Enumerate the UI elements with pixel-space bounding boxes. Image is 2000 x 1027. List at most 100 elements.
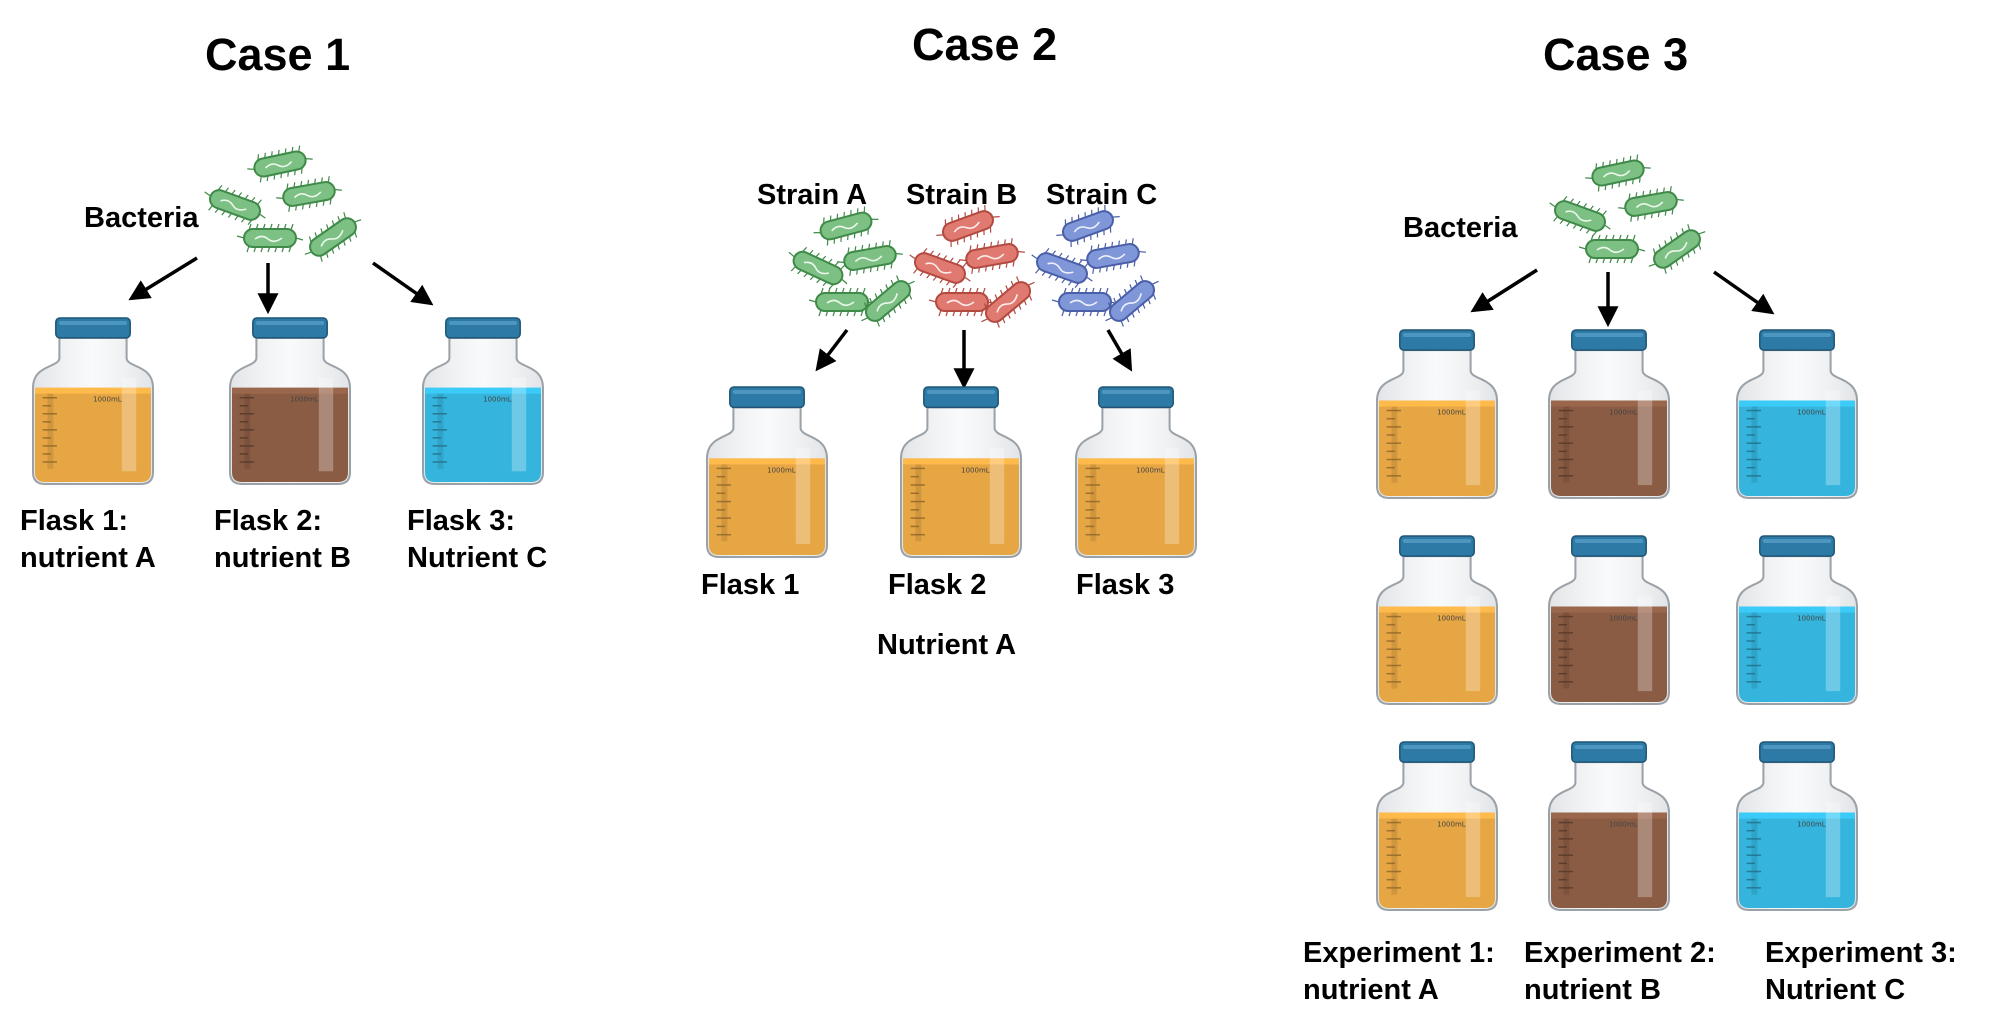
case2-strain1-bacterium-1-body	[819, 211, 873, 241]
case2-strain2-bacterium-1-pilus	[992, 215, 1000, 218]
case1-flask-3-shadow-strip	[437, 393, 444, 469]
case1-flask2-label: Flask 2: nutrient B	[214, 503, 351, 577]
case1-flask-3-liquid-surface	[425, 387, 541, 394]
case3-title: Case 3	[1543, 29, 1689, 80]
case3-exp3-rep3-flask-highlight	[1825, 802, 1841, 898]
case2-strain3-bacterium-3-pilus	[1080, 259, 1088, 262]
case2-flask-3-graduations	[1085, 467, 1100, 536]
case3-exp3-rep2-flask-liquid	[1739, 606, 1855, 702]
case2-strain3-bacterium-4-dna	[1069, 299, 1098, 307]
case1-flask-1-liquid	[35, 387, 151, 482]
case1-flask1-line2: nutrient A	[20, 541, 156, 574]
case1-flask-1-cap	[55, 317, 131, 339]
case2-strain3-bacterium-4	[1051, 287, 1119, 317]
case3-bacterium-2-body	[1554, 200, 1606, 232]
flasks-layer: 1000mL 1000mL 1000mL 1000mL 1000mL 1000mL 1000…	[32, 317, 1858, 911]
case3-bacterium-4-body	[1585, 239, 1639, 259]
case2-flask-2-highlight	[989, 448, 1005, 544]
case1-flask-1-cap-shine	[58, 321, 128, 325]
case2-strain3-bacterium-4-body	[1058, 292, 1112, 312]
case3-exp2-rep3-flask-liquid-surface	[1551, 812, 1667, 819]
case2-strain3-bacterium-2-body	[1036, 252, 1088, 284]
case3-arrow-3	[1712, 270, 1775, 315]
case2-strain2-bacterium-3-pilus	[959, 259, 967, 262]
case3-exp3-rep3-flask-cap-shine	[1762, 745, 1832, 749]
case3-exp1-rep3-flask-liquid-surface	[1379, 812, 1495, 819]
case1-flask-3-cap	[445, 317, 521, 339]
case3-exp2-rep3-flask: 1000mL	[1548, 741, 1670, 911]
case3-exp2-rep2-flask-cap-shine	[1574, 539, 1644, 543]
case1-flask-3-volume-text: 1000mL	[483, 396, 512, 404]
case2-strain3-bacterium-2-dna	[1047, 262, 1074, 274]
case1-flask-1-volume-text: 1000mL	[93, 396, 122, 404]
case2-strain3-bacterium-1-dna	[1073, 221, 1100, 233]
case2-flask-1-shadow-strip	[721, 464, 728, 542]
case2-flask-1-volume-text: 1000mL	[767, 466, 796, 474]
case2-strain3-bacterium-1	[1056, 204, 1120, 248]
case2-strain2-bacterium-2-dna	[925, 262, 952, 274]
case2-flask-1-highlight	[795, 448, 811, 544]
case2-strain3-bacterium-3	[1080, 238, 1146, 274]
case2-strain1-bacterium-5	[861, 275, 915, 327]
case1-flask-2: 1000mL	[229, 317, 351, 485]
case3-experiment2-label: Experiment 2: nutrient B	[1524, 935, 1716, 1009]
case3-experiment1-line1: Experiment 1:	[1303, 937, 1495, 969]
case3-exp2-rep1-flask-liquid	[1551, 400, 1667, 496]
case3-experiment2-line2: nutrient B	[1524, 973, 1661, 1006]
case3-exp2-rep2-flask-liquid-surface	[1551, 606, 1667, 613]
case2-flask-3: 1000mL	[1075, 386, 1197, 558]
case2-flask-2-volume-text: 1000mL	[961, 466, 990, 474]
case1-flask-1-liquid-surface	[35, 387, 151, 394]
case3-exp2-rep1-flask-graduations	[1558, 409, 1573, 477]
case3-bacterium-2	[1549, 195, 1611, 237]
case2-flask-1-graduations	[716, 467, 731, 536]
case2-strain2-bacterium-4-body	[935, 292, 989, 312]
case2-strain1-bacterium-1-dna	[831, 222, 859, 232]
case3-exp2-rep2-flask: 1000mL	[1548, 535, 1670, 705]
case2-flask-3-shadow-strip	[1090, 464, 1097, 542]
case3-exp2-rep2-flask-graduations	[1558, 615, 1573, 683]
case3-bacterium-4-pilus	[1637, 248, 1646, 252]
case2-strain2-bacterium-4-pilus	[928, 299, 937, 303]
case2-title: Case 2	[912, 19, 1058, 70]
case3-bacterium-2-pilus	[1549, 202, 1556, 208]
case1-bacterium-1	[247, 145, 313, 183]
case2-flask3-label: Flask 3	[1076, 569, 1175, 601]
case3-bacterium-5-dna	[1664, 241, 1688, 259]
case1-flask2-line1: Flask 2:	[214, 505, 322, 537]
case2-flask-2: 1000mL	[900, 386, 1022, 558]
case1-bacterium-2	[204, 184, 266, 226]
case3-exp1-rep2-flask-liquid-surface	[1379, 606, 1495, 613]
case3-exp2-rep2-flask-volume-text: 1000mL	[1609, 615, 1638, 623]
case2-flask-3-cap-shine	[1101, 390, 1171, 394]
case2-flask-2-liquid	[903, 458, 1019, 555]
case1-flask-2-volume-text: 1000mL	[290, 396, 319, 404]
case3-bacterium-1	[1585, 154, 1651, 192]
case3-experiment2-line1: Experiment 2:	[1524, 937, 1716, 969]
case3-bacterium-4-pilus	[1578, 246, 1587, 250]
case1-flask-2-cap	[252, 317, 328, 339]
case3-bacterium-1-body	[1591, 159, 1645, 187]
case3-exp3-rep1-flask: 1000mL	[1736, 329, 1858, 499]
case3-exp3-rep1-flask-volume-text: 1000mL	[1797, 409, 1826, 417]
case3-bacterium-1-dna	[1602, 169, 1631, 178]
case2-strain1-bacterium-5-dna	[876, 293, 898, 312]
case1-bacterium-3-dna	[293, 191, 322, 199]
case3-exp1-rep1-flask-graduations	[1386, 409, 1401, 477]
case3-exp3-rep2-flask: 1000mL	[1736, 535, 1858, 705]
case2-flask2-label: Flask 2	[888, 569, 987, 601]
case2-strain1-bacterium-3-body	[843, 245, 897, 271]
case1-flask3-label: Flask 3: Nutrient C	[407, 503, 547, 577]
case2-strain3-bacterium-2	[1031, 247, 1093, 289]
case3-exp2-rep1-flask-highlight	[1637, 390, 1653, 486]
case1-flask-2-liquid	[232, 387, 348, 482]
case2-strain3-bacterium-1-pilus	[1056, 234, 1064, 237]
case2-flask-3-volume-text: 1000mL	[1136, 466, 1165, 474]
case2-strain3-bacterium-5-pilus	[1151, 280, 1159, 285]
case2-strain3-bacterium-3-pilus	[1138, 250, 1146, 253]
case3-exp1-rep3-flask-liquid	[1379, 812, 1495, 908]
case1-bacterium-4-body	[243, 228, 297, 248]
case2-strain2-bacterium-1-body	[942, 210, 994, 242]
case1-bacterium-5-pilus	[304, 251, 312, 255]
case3-exp2-rep1-flask: 1000mL	[1548, 329, 1670, 499]
